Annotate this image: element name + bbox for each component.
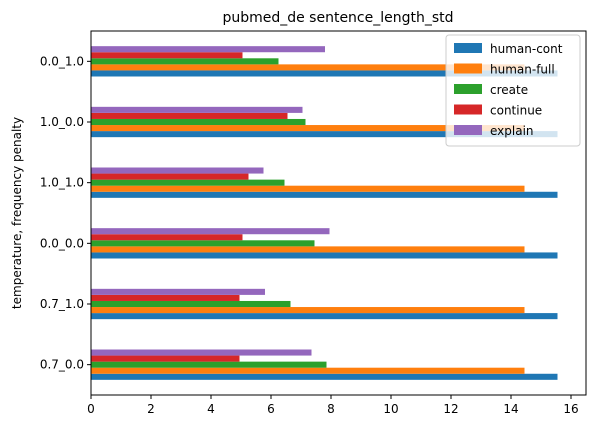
- y-tick-label: 0.0_1.0: [40, 54, 84, 68]
- bar-human-cont-1.0_0.0: [91, 131, 558, 138]
- bars-group: [91, 46, 558, 380]
- bar-human-full-0.0_1.0: [91, 64, 525, 71]
- bar-continue-0.7_0.0: [91, 355, 240, 362]
- legend-swatch-human-full: [454, 63, 482, 74]
- bar-human-full-0.7_0.0: [91, 367, 525, 374]
- bar-create-0.7_0.0: [91, 361, 327, 368]
- bar-continue-1.0_1.0: [91, 173, 249, 180]
- bar-continue-0.0_0.0: [91, 234, 243, 241]
- legend-swatch-continue: [454, 104, 482, 115]
- bar-continue-0.0_1.0: [91, 52, 243, 59]
- bar-explain-1.0_0.0: [91, 106, 303, 113]
- bar-continue-0.7_1.0: [91, 294, 240, 301]
- legend: human-cont human-full create continue explai…: [445, 34, 581, 147]
- bar-create-0.7_1.0: [91, 300, 291, 308]
- bar-create-0.0_0.0: [91, 240, 315, 247]
- bar-human-cont-0.7_1.0: [91, 313, 558, 320]
- chart-title: pubmed_de sentence_length_std: [222, 10, 453, 26]
- legend-label-create: create: [490, 83, 528, 97]
- y-axis-label: temperature, frequency penalty: [10, 117, 24, 309]
- x-tick-label: 10: [383, 402, 398, 416]
- bar-explain-1.0_1.0: [91, 167, 264, 174]
- x-tick-label: 4: [207, 402, 215, 416]
- bar-human-full-0.0_0.0: [91, 246, 525, 253]
- bar-create-1.0_0.0: [91, 118, 306, 126]
- y-tick-label: 0.7_1.0: [40, 297, 84, 311]
- legend-label-continue: continue: [490, 104, 542, 118]
- y-tick-label: 0.0_0.0: [40, 236, 84, 250]
- bar-human-cont-0.0_1.0: [91, 70, 558, 77]
- legend-label-human-full: human-full: [490, 63, 555, 77]
- bar-continue-1.0_0.0: [91, 112, 288, 119]
- legend-label-explain: explain: [490, 124, 534, 138]
- bar-human-cont-1.0_1.0: [91, 191, 558, 198]
- bar-explain-0.7_0.0: [91, 349, 312, 356]
- x-tick-label: 6: [267, 402, 275, 416]
- bar-explain-0.7_1.0: [91, 288, 265, 295]
- plot-frame: [90, 30, 587, 396]
- bar-human-cont-0.7_0.0: [91, 373, 558, 380]
- y-tick-label: 1.0_1.0: [40, 176, 84, 190]
- bar-human-full-0.7_1.0: [91, 307, 525, 314]
- bar-explain-0.0_1.0: [91, 46, 325, 53]
- x-axis: 0 2 4 6 8 10 12 14 16: [87, 395, 579, 416]
- x-tick-label: 0: [87, 402, 95, 416]
- y-axis: 0.7_0.0 0.7_1.0 0.0_0.0 1.0_1.0 1.0_0.0 0.0_1…: [40, 54, 91, 372]
- x-tick-label: 16: [563, 402, 578, 416]
- legend-box: [445, 34, 581, 147]
- x-tick-label: 8: [327, 402, 335, 416]
- bar-human-full-1.0_0.0: [91, 125, 525, 132]
- y-tick-label: 0.7_0.0: [40, 358, 84, 372]
- bar-create-1.0_1.0: [91, 179, 285, 186]
- bar-explain-0.0_0.0: [91, 228, 330, 235]
- legend-swatch-explain: [454, 125, 482, 135]
- x-tick-label: 14: [503, 402, 518, 416]
- bar-human-cont-0.0_0.0: [91, 252, 558, 259]
- bar-human-full-1.0_1.0: [91, 185, 525, 192]
- bar-create-0.0_1.0: [91, 58, 279, 65]
- y-tick-label: 1.0_0.0: [40, 115, 84, 129]
- legend-label-human-cont: human-cont: [490, 42, 563, 56]
- x-tick-label: 2: [147, 402, 155, 416]
- x-tick-label: 12: [443, 402, 458, 416]
- legend-swatch-human-cont: [454, 43, 482, 53]
- legend-swatch-create: [454, 84, 482, 94]
